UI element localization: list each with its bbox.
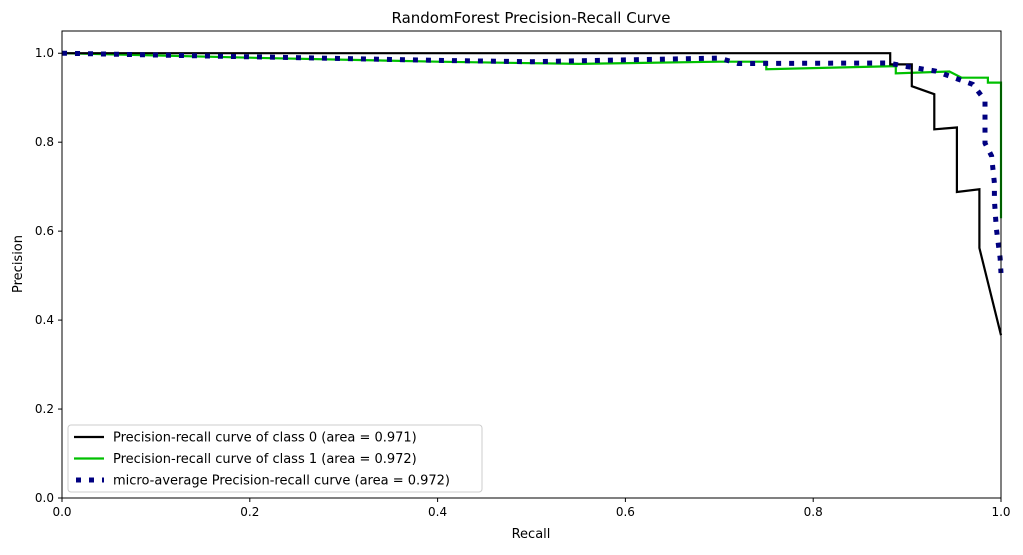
legend: Precision-recall curve of class 0 (area … [67,424,483,493]
legend-label-2: micro-average Precision-recall curve (ar… [113,474,450,489]
series-line-1 [61,52,1003,219]
y-tick-label: 0.6 [35,224,54,238]
plot-frame [61,30,1002,499]
x-tick-label: 1.0 [991,505,1010,519]
legend-box [67,424,483,493]
y-axis-label: Precision [11,235,26,293]
legend-label-0: Precision-recall curve of class 0 (area … [113,431,417,446]
chart-title: RandomForest Precision-Recall Curve [391,9,670,27]
y-tick-label: 1.0 [35,46,54,60]
x-tick-label: 0.8 [804,505,823,519]
series-line-0 [62,52,1003,336]
y-tick-label: 0.0 [35,491,54,505]
series-line-2 [61,50,1004,274]
x-tick-label: 0.0 [52,505,71,519]
x-tick-label: 0.2 [240,505,259,519]
y-tick-label: 0.4 [35,313,54,327]
y-tick-label: 0.8 [35,135,54,149]
y-tick-label: 0.2 [35,402,54,416]
x-axis-label: Recall [512,527,551,542]
x-tick-label: 0.4 [428,505,447,519]
x-tick-label: 0.6 [616,505,635,519]
legend-label-1: Precision-recall curve of class 1 (area … [113,452,417,467]
